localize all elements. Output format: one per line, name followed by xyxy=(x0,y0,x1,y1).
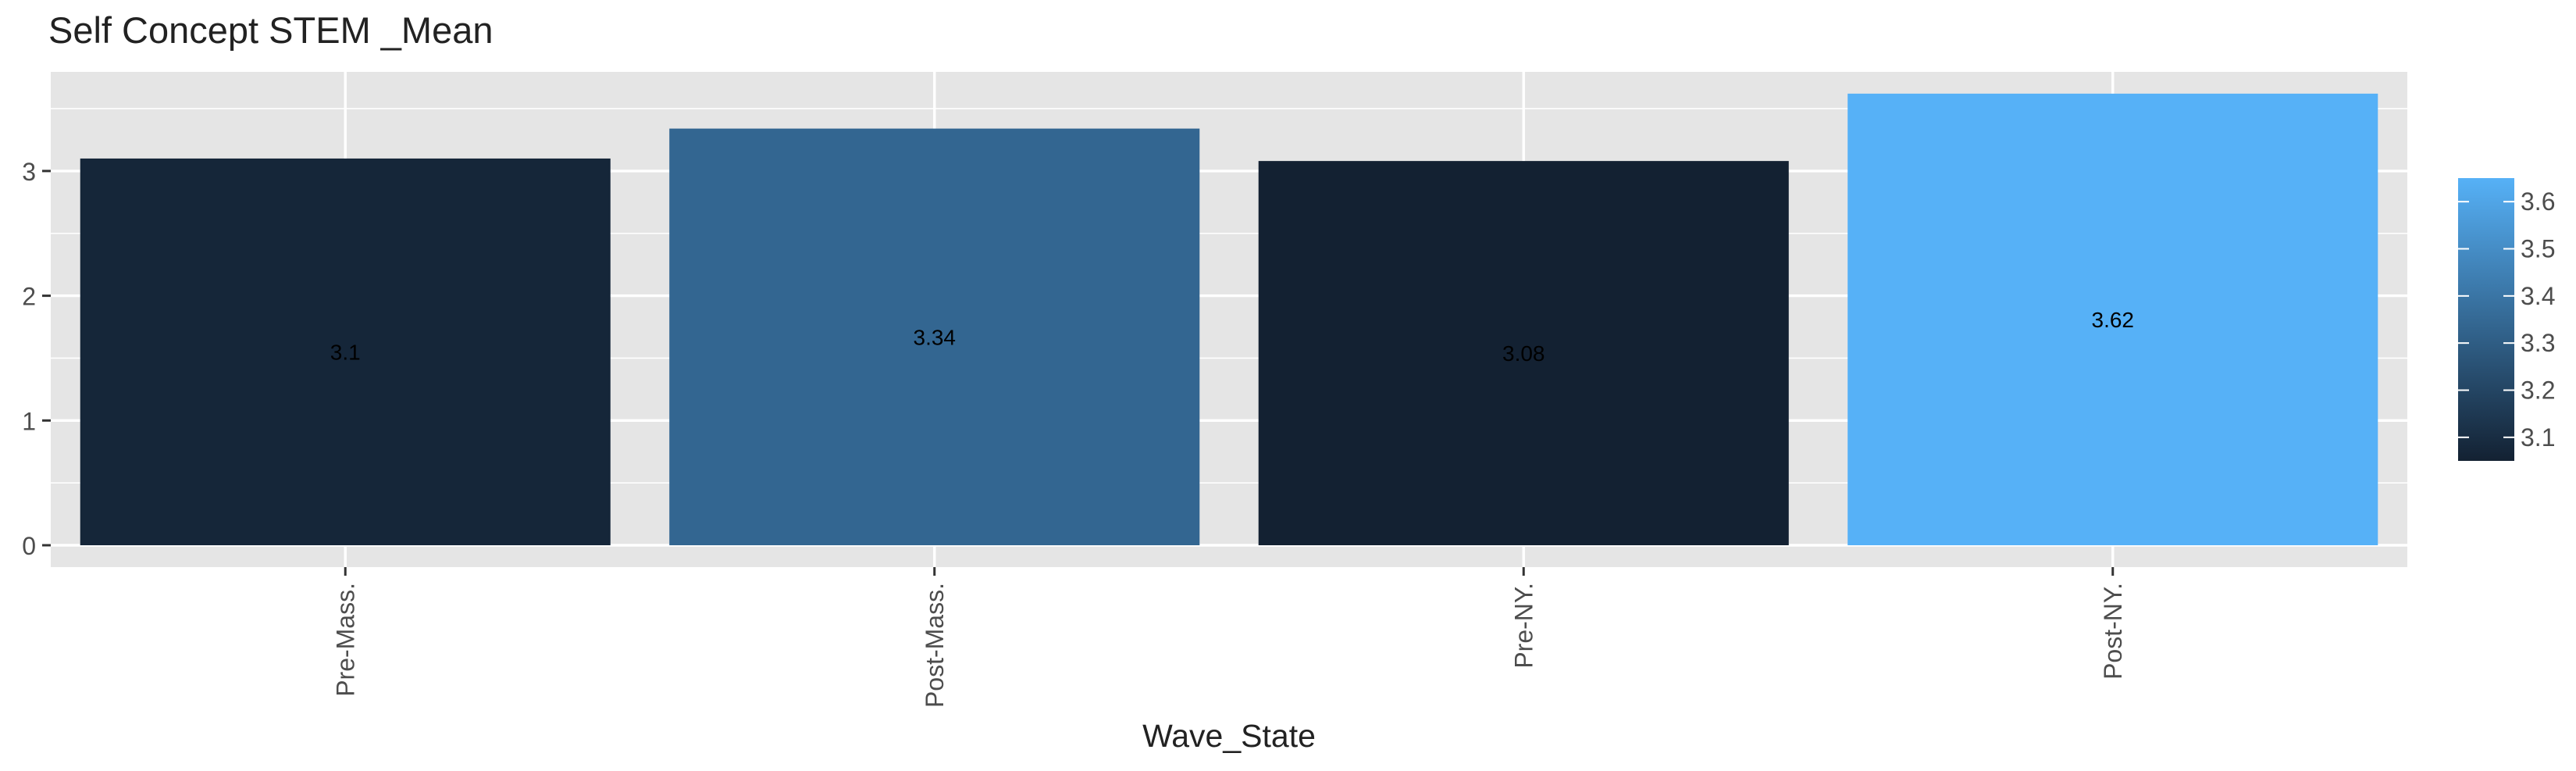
x-tick-label: Pre-Mass. xyxy=(331,583,359,697)
colorbar-tick-label: 3.4 xyxy=(2521,282,2555,310)
colorbar-tick-label: 3.5 xyxy=(2521,235,2555,263)
y-tick-label: 0 xyxy=(22,532,36,560)
y-tick-label: 3 xyxy=(22,158,36,186)
x-axis-title: Wave_State xyxy=(1142,718,1316,754)
colorbar-tick-label: 3.6 xyxy=(2521,187,2555,216)
y-axis: 0 1 2 3 xyxy=(22,158,51,560)
bar-data-labels: 3.1 3.34 3.08 3.62 xyxy=(330,308,2134,366)
x-tick-label: Post-Mass. xyxy=(921,583,949,708)
x-tick-label: Pre-NY. xyxy=(1509,583,1537,669)
x-tick-label: Post-NY. xyxy=(2099,583,2127,680)
colorbar-tick-label: 3.2 xyxy=(2521,377,2555,405)
y-tick-label: 1 xyxy=(22,407,36,435)
colorbar-gradient xyxy=(2458,178,2514,461)
bar-data-label: 3.08 xyxy=(1502,341,1545,366)
colorbar-tick-label: 3.3 xyxy=(2521,329,2555,357)
x-axis: Pre-Mass. Post-Mass. Pre-NY. Post-NY. xyxy=(331,567,2127,708)
chart-title: Self Concept STEM _Mean xyxy=(48,9,493,51)
bar-Pre-NY. xyxy=(1258,161,1789,545)
bar-Post-NY. xyxy=(1847,93,2378,546)
bars xyxy=(80,93,2378,546)
bar-Pre-Mass. xyxy=(80,158,611,545)
colorbar-tick-label: 3.1 xyxy=(2521,423,2555,452)
bar-data-label: 3.62 xyxy=(2092,308,2135,332)
bar-Post-Mass. xyxy=(669,128,1200,546)
bar-data-label: 3.34 xyxy=(914,325,957,349)
y-tick-label: 2 xyxy=(22,283,36,311)
colorbar-legend: 3.1 3.2 3.3 3.4 3.5 3.6 xyxy=(2458,178,2555,461)
bar-data-label: 3.1 xyxy=(330,340,361,364)
